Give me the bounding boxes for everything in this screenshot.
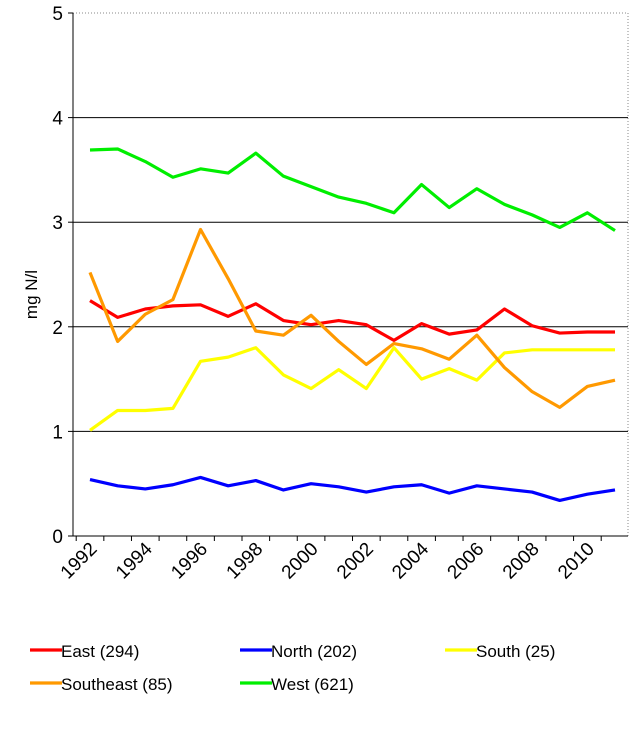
legend-label: West (621) bbox=[271, 675, 354, 694]
x-tick-label: 2004 bbox=[388, 538, 433, 583]
y-tick-label: 3 bbox=[52, 213, 63, 234]
x-tick-label: 1992 bbox=[57, 539, 102, 584]
x-tick-label: 2000 bbox=[278, 539, 323, 584]
series-line-north bbox=[90, 477, 615, 500]
x-tick-label: 2008 bbox=[499, 539, 544, 584]
y-tick-label: 2 bbox=[52, 318, 63, 339]
y-tick-label: 4 bbox=[52, 109, 63, 130]
series-line-east bbox=[90, 301, 615, 341]
legend-label: East (294) bbox=[61, 642, 139, 661]
y-tick-label: 0 bbox=[52, 527, 63, 548]
x-tick-label: 2006 bbox=[444, 539, 489, 584]
x-tick-label: 2002 bbox=[333, 539, 378, 584]
y-tick-label: 1 bbox=[52, 422, 63, 443]
x-tick-label: 1996 bbox=[167, 539, 212, 584]
x-tick-label: 1998 bbox=[223, 539, 268, 584]
y-axis-label: mg N/l bbox=[22, 270, 41, 319]
legend-label: South (25) bbox=[476, 642, 555, 661]
x-tick-label: 2010 bbox=[554, 539, 599, 584]
legend-label: North (202) bbox=[271, 642, 357, 661]
series-line-west bbox=[90, 149, 615, 231]
series-line-south bbox=[90, 348, 615, 431]
legend-label: Southeast (85) bbox=[61, 675, 173, 694]
y-tick-label: 5 bbox=[52, 4, 63, 25]
x-tick-label: 1994 bbox=[112, 538, 157, 583]
